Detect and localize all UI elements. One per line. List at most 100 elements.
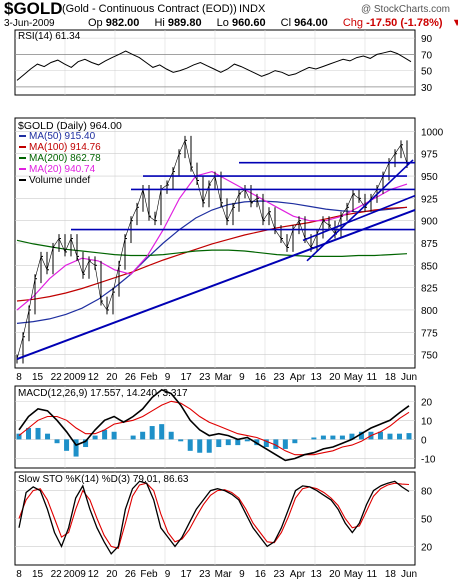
- macd-histogram-bar: [26, 427, 32, 440]
- legend-entry-4: Volume undef: [29, 175, 90, 186]
- legend-entry-2: MA(200) 862.78: [29, 153, 101, 164]
- macd-histogram-bar: [263, 439, 269, 448]
- macd-histogram-bar: [130, 435, 136, 440]
- sto-x-label-5: 20: [106, 569, 118, 580]
- price-tick-1000: 1000: [421, 127, 444, 138]
- price-x-label-16: 13: [311, 372, 323, 383]
- low-quote: Lo 960.60: [216, 17, 266, 29]
- sto-x-label-9: 17: [181, 569, 193, 580]
- macd-histogram-bar: [35, 427, 41, 440]
- sto-x-label-17: 20: [329, 569, 341, 580]
- macd-histogram-bar: [206, 439, 212, 453]
- rsi-tick-90: 90: [421, 34, 433, 45]
- price-x-label-3: 2009: [64, 372, 87, 383]
- rsi-tick-70: 70: [421, 50, 433, 61]
- price-x-label-18: May: [344, 372, 363, 383]
- macd-histogram-bar: [168, 431, 174, 440]
- price-x-label-9: 17: [181, 372, 193, 383]
- macd-histogram-bar: [159, 424, 165, 440]
- sto-x-label-12: 9: [239, 569, 245, 580]
- sto-k-line: [18, 480, 410, 555]
- price-x-label-0: 8: [16, 372, 22, 383]
- macd-histogram-bar: [197, 439, 203, 453]
- macd-histogram-bar: [377, 431, 383, 440]
- sto-tick-80: 80: [421, 487, 433, 498]
- trendline-mid: [302, 194, 416, 242]
- price-tick-750: 750: [421, 351, 438, 362]
- price-x-label-7: Feb: [140, 372, 158, 383]
- macd-histogram-bar: [311, 437, 317, 440]
- macd-histogram-bar: [292, 439, 298, 444]
- macd-histogram-bar: [235, 439, 241, 446]
- macd-histogram-bar: [111, 431, 117, 440]
- instrument-name: (Gold - Continuous Contract (EOD)): [62, 3, 237, 15]
- high-quote: Hi 989.80: [154, 17, 202, 29]
- sto-x-label-14: 23: [273, 569, 285, 580]
- price-x-label-2: 22: [51, 372, 63, 383]
- close-quote: Cl 964.00: [280, 17, 328, 29]
- macd-histogram-bar: [273, 439, 279, 449]
- price-tick-950: 950: [421, 172, 438, 183]
- sto-x-label-18: May: [344, 569, 363, 580]
- ma-line-1: [16, 206, 408, 302]
- macd-histogram-bar: [73, 439, 79, 457]
- quote-date: 3-Jun-2009: [4, 18, 55, 29]
- macd-histogram-bar: [339, 435, 345, 440]
- macd-tick-0: 0: [421, 435, 427, 446]
- price-tick-875: 875: [421, 239, 438, 250]
- rsi-tick-50: 50: [421, 67, 433, 78]
- sto-x-label-3: 2009: [64, 569, 87, 580]
- macd-histogram-bar: [45, 433, 51, 440]
- legend-entry-3: MA(20) 940.74: [29, 164, 96, 175]
- sto-tick-20: 20: [421, 542, 433, 553]
- price-x-label-5: 20: [106, 372, 118, 383]
- ma-line-2: [16, 239, 408, 257]
- macd-title: MACD(12,26,9) 17.557, 14.240, 3.317: [18, 388, 188, 399]
- macd-histogram-bar: [349, 433, 355, 440]
- price-tick-900: 900: [421, 217, 438, 228]
- macd-histogram-bar: [178, 439, 184, 442]
- sto-x-label-7: Feb: [140, 569, 158, 580]
- macd-tick-10: 10: [421, 416, 433, 427]
- macd-histogram-bar: [244, 439, 250, 442]
- price-tick-775: 775: [421, 328, 438, 339]
- sto-x-label-10: 23: [199, 569, 211, 580]
- price-x-label-1: 15: [32, 372, 44, 383]
- macd-histogram-bar: [387, 433, 393, 440]
- price-x-label-19: 11: [367, 372, 378, 383]
- price-x-label-15: Apr: [290, 372, 306, 383]
- trendline-steep: [306, 159, 414, 262]
- sto-x-label-8: 9: [165, 569, 171, 580]
- sto-x-label-4: 12: [88, 569, 100, 580]
- macd-histogram-bar: [149, 426, 155, 440]
- macd-histogram-bar: [216, 439, 222, 448]
- sto-d-line: [18, 482, 410, 549]
- macd-histogram-bar: [320, 435, 326, 440]
- macd-histogram-bar: [330, 435, 336, 440]
- macd-histogram-bar: [225, 439, 231, 446]
- macd-histogram-bar: [406, 433, 412, 440]
- quote-line: Op 982.00 Hi 989.80 Lo 960.60 Cl 964.00 …: [88, 17, 458, 29]
- macd-histogram-bar: [282, 439, 288, 449]
- macd-histogram-bar: [358, 431, 364, 440]
- price-x-label-12: 9: [239, 372, 245, 383]
- macd-histogram-bar: [83, 439, 89, 448]
- price-x-label-11: Mar: [215, 372, 233, 383]
- macd-histogram-bar: [254, 439, 260, 446]
- sto-x-label-13: 16: [255, 569, 267, 580]
- price-x-label-4: 12: [88, 372, 100, 383]
- macd-line: [18, 388, 410, 462]
- legend-entry-1: MA(100) 914.76: [29, 142, 101, 153]
- change-quote: Chg -17.50 (-1.78%) ▼: [343, 17, 458, 29]
- macd-tick-20: 20: [421, 397, 433, 408]
- price-x-label-14: 23: [273, 372, 285, 383]
- macd-histogram-bar: [396, 433, 402, 440]
- macd-histogram-bar: [187, 439, 193, 451]
- brand-watermark: @ StockCharts.com: [360, 4, 450, 15]
- price-tick-825: 825: [421, 284, 438, 295]
- price-x-label-10: 23: [199, 372, 211, 383]
- macd-signal-line: [18, 400, 410, 456]
- rsi-tick-30: 30: [421, 83, 433, 94]
- sto-x-label-21: Jun: [401, 569, 417, 580]
